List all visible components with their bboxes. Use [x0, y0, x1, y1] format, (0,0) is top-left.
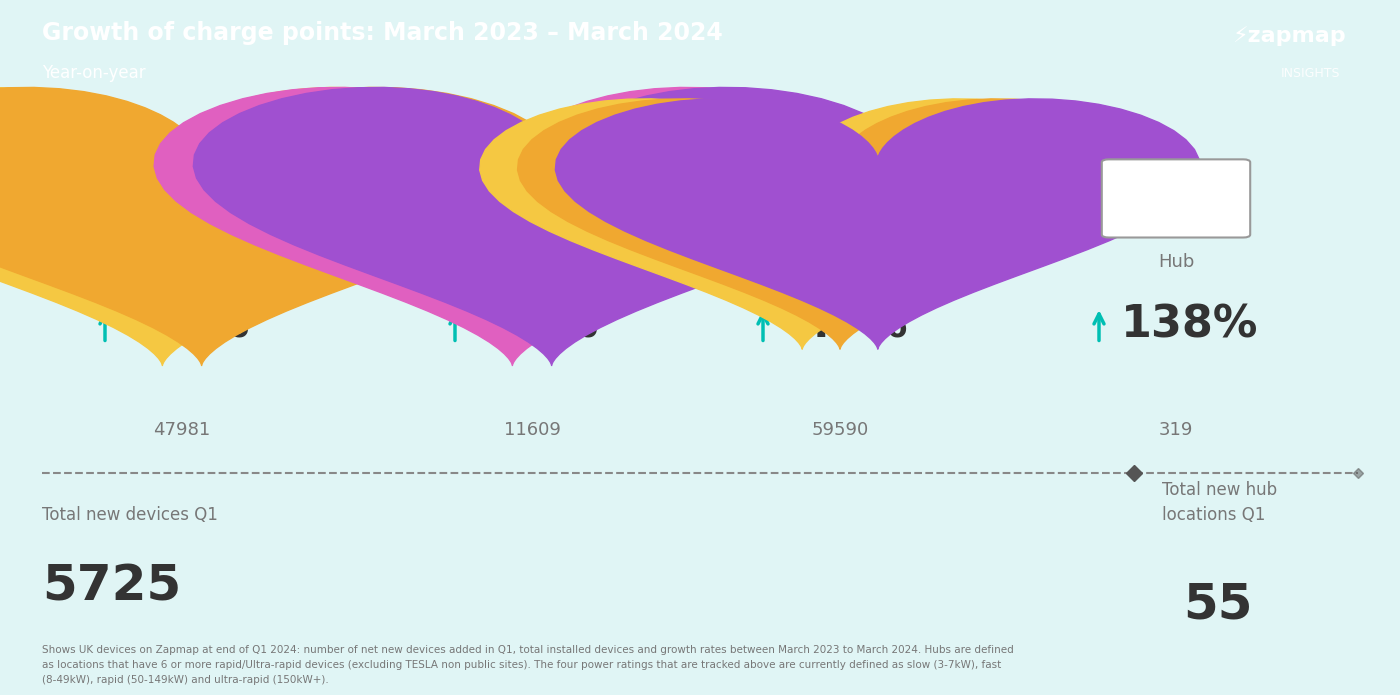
Text: Total new hub
locations Q1: Total new hub locations Q1 — [1162, 481, 1277, 524]
Text: 45%: 45% — [143, 304, 249, 347]
Text: Hub: Hub — [1158, 253, 1194, 271]
Text: ⚡zapmap: ⚡zapmap — [1232, 26, 1345, 46]
Text: Total new devices Q1: Total new devices Q1 — [42, 506, 218, 523]
Text: 5725: 5725 — [42, 563, 181, 611]
Polygon shape — [193, 88, 910, 366]
FancyBboxPatch shape — [1102, 159, 1250, 238]
Text: 55%: 55% — [493, 304, 599, 347]
Text: 59590: 59590 — [812, 421, 868, 439]
Text: Year-on-year: Year-on-year — [42, 64, 146, 82]
Polygon shape — [518, 99, 1162, 349]
Text: Growth of charge points: March 2023 – March 2024: Growth of charge points: March 2023 – Ma… — [42, 21, 722, 45]
Text: Total: Total — [819, 253, 861, 271]
Polygon shape — [154, 88, 871, 366]
Text: 55: 55 — [1183, 581, 1253, 629]
Text: 319: 319 — [1159, 421, 1193, 439]
Text: Shows UK devices on Zapmap at end of Q1 2024: number of net new devices added in: Shows UK devices on Zapmap at end of Q1 … — [42, 645, 1014, 685]
Text: 47%: 47% — [801, 304, 907, 347]
Polygon shape — [0, 88, 521, 366]
Text: Rapid/Ultrarapid: Rapid/Ultrarapid — [458, 253, 606, 271]
Text: Slow/Fast: Slow/Fast — [140, 253, 224, 271]
Text: INSIGHTS: INSIGHTS — [1281, 67, 1341, 80]
Text: 47981: 47981 — [154, 421, 210, 439]
Polygon shape — [0, 88, 560, 366]
Text: 11609: 11609 — [504, 421, 560, 439]
Polygon shape — [480, 99, 1124, 349]
Polygon shape — [556, 99, 1200, 349]
Text: 138%: 138% — [1121, 304, 1259, 347]
